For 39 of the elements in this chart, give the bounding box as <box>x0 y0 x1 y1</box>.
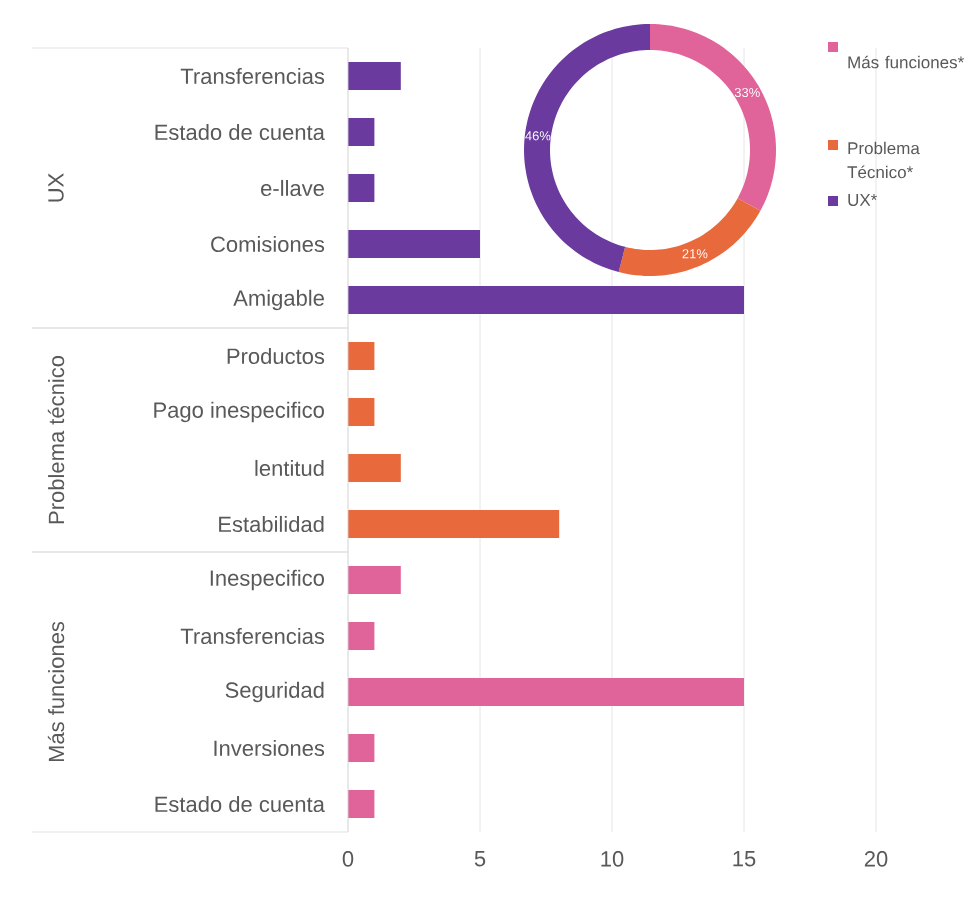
bar <box>348 118 375 146</box>
bar <box>348 678 745 706</box>
y-tick-label: Transferencias <box>180 627 325 645</box>
text: Más funciones <box>47 621 65 762</box>
y-tick-label: Estabilidad <box>219 515 324 533</box>
y-tick-label: Estado de cuenta <box>155 123 325 141</box>
y-tick-label: Estado de cuenta <box>155 795 325 813</box>
y-tick-label: e-llave <box>261 179 324 197</box>
text: UX <box>48 173 64 202</box>
bar <box>348 286 745 314</box>
legend-label: Problema Técnico* <box>847 141 920 179</box>
bar <box>348 566 401 594</box>
y-tick-label: Inespecifico <box>210 569 324 591</box>
y-tick-label: Comisiones <box>211 235 325 253</box>
bar <box>348 510 560 538</box>
y-tick-label: Pago inespecifico <box>154 401 324 423</box>
bar <box>348 621 375 650</box>
bar <box>348 229 481 258</box>
text: Problema técnico <box>47 356 65 524</box>
bar <box>348 397 375 426</box>
slice-label: Más funciones* <box>848 55 964 69</box>
y-tick-label: lentitud <box>255 459 324 477</box>
y-tick-label: Seguridad <box>225 681 324 703</box>
x-tick-label: 10 <box>601 851 624 867</box>
x-tick-label: 15 <box>733 851 756 867</box>
bar <box>348 173 375 202</box>
bar <box>348 734 375 762</box>
y-tick-label: Inversiones <box>214 739 325 757</box>
x-tick-label: 5 <box>474 851 486 867</box>
x-tick-label: 0 <box>342 851 354 867</box>
bar <box>348 342 375 370</box>
bar <box>348 454 401 482</box>
y-tick-label: Amigable <box>233 289 324 311</box>
y-tick-label: Productos <box>227 347 325 365</box>
legend-label: UX* <box>848 194 878 206</box>
y-tick-label: Transferencias <box>180 67 325 85</box>
bar <box>348 62 401 90</box>
x-tick-label: 20 <box>864 851 888 867</box>
bar <box>348 790 375 818</box>
